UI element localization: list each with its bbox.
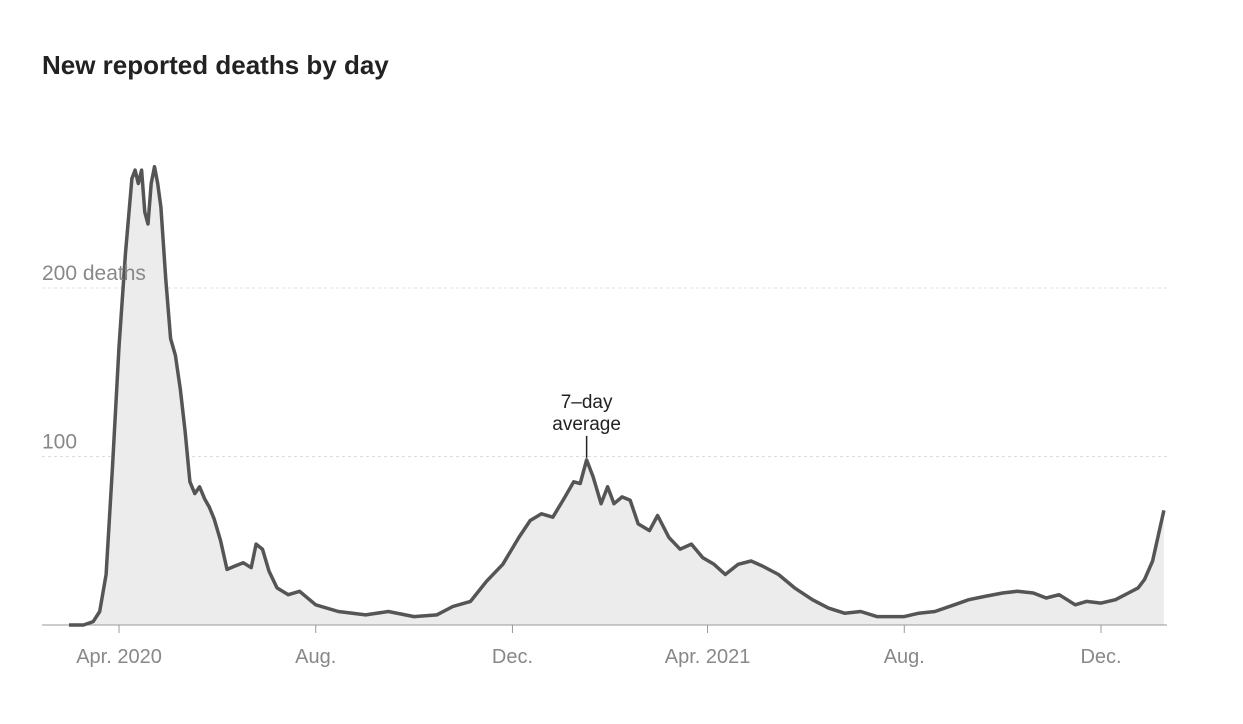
- x-axis-ticks: Apr. 2020 Aug. Dec. Apr. 2021 Aug. Dec.: [76, 625, 1122, 668]
- y-tick-label-100: 100: [42, 431, 77, 454]
- gridlines: [42, 287, 1167, 457]
- x-tick-label: Apr. 2021: [665, 646, 751, 668]
- x-tick-label: Aug.: [884, 646, 925, 668]
- annotation-label-line: average: [552, 414, 621, 435]
- chart-title: New reported deaths by day: [42, 50, 389, 80]
- x-tick-label: Aug.: [295, 646, 336, 668]
- y-axis-labels: 100 200 deaths: [42, 262, 146, 454]
- x-tick-label: Apr. 2020: [76, 646, 162, 668]
- series-line: [69, 164, 1166, 627]
- annotation-label-line: 7–day: [561, 392, 613, 413]
- x-tick-label: Dec.: [492, 646, 533, 668]
- y-tick-label-200: 200 deaths: [42, 262, 146, 285]
- series-area-fill: [69, 166, 1164, 625]
- x-tick-label: Dec.: [1080, 646, 1121, 668]
